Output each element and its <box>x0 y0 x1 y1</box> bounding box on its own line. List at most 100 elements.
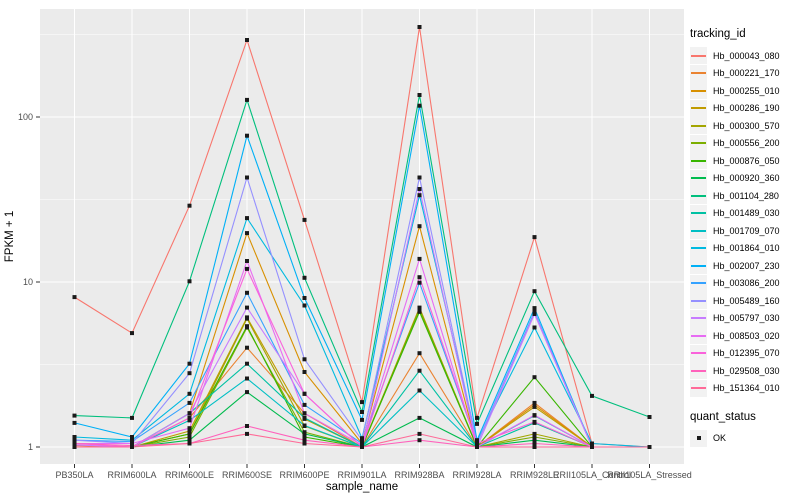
data-point <box>475 445 479 449</box>
x-tick-label: RRII105LA_Control <box>553 470 631 480</box>
legend-item-label: Hb_000286_190 <box>713 103 780 113</box>
data-point <box>187 279 192 284</box>
legend-key <box>690 99 707 117</box>
data-point <box>417 309 422 314</box>
legend-item-label: Hb_008503_020 <box>713 330 780 341</box>
series-color-line-icon <box>691 334 706 337</box>
data-point <box>360 410 364 414</box>
data-point <box>417 175 422 180</box>
series-color-line-icon <box>691 54 706 57</box>
data-point <box>475 415 479 420</box>
legend-key <box>690 204 707 222</box>
data-point <box>532 431 537 436</box>
x-axis: PB350LA RRIM600LA RRIM600LE RRIM600SE RRIM60… <box>55 464 692 480</box>
y-tick-label: 10 <box>23 277 33 287</box>
data-point <box>245 266 249 271</box>
data-point <box>302 370 307 374</box>
legend-key <box>690 187 707 204</box>
legend-item-label: Hb_003086_200 <box>713 278 780 288</box>
legend-item-label: Hb_002007_230 <box>713 260 780 271</box>
series-color-line-icon <box>691 107 706 109</box>
data-point <box>245 175 249 180</box>
legend-item-label: Hb_000920_360 <box>713 173 780 183</box>
data-point <box>245 431 249 436</box>
series-color-line-icon <box>691 89 706 92</box>
legend-item-label: Hb_000556_200 <box>713 138 780 148</box>
legend-item: Hb_000043_080 <box>690 47 798 64</box>
legend-item: Hb_005489_160 <box>690 292 798 309</box>
legend-item: Hb_003086_200 <box>690 274 798 292</box>
data-point <box>187 429 192 433</box>
series-color-line-icon <box>691 229 706 232</box>
data-point <box>187 400 192 405</box>
data-point <box>302 441 307 446</box>
legend-title: tracking_id <box>690 28 746 40</box>
data-point <box>245 345 249 350</box>
legend-item: Hb_002007_230 <box>690 257 798 274</box>
legend-item: Hb_000221_170 <box>690 64 798 82</box>
legend-key <box>690 222 707 239</box>
data-point <box>532 306 537 311</box>
point-icon <box>696 436 701 440</box>
data-point <box>532 441 537 446</box>
x-tick-label: RRIM928LE <box>510 470 559 480</box>
legend-item-label: Hb_000043_080 <box>713 50 780 61</box>
data-point <box>187 431 192 436</box>
legend-key <box>690 344 707 362</box>
series-color-line-icon <box>691 282 706 284</box>
x-tick-label: RRII105LA_Stressed <box>607 470 692 480</box>
series-color-line-icon <box>691 142 706 144</box>
data-point <box>72 435 77 439</box>
data-point <box>130 441 134 446</box>
series-color-line-icon <box>691 72 706 74</box>
x-tick-label: RRIM928BA <box>394 470 444 480</box>
data-point <box>532 419 537 424</box>
data-points <box>72 25 652 449</box>
data-point <box>245 259 249 263</box>
data-point <box>130 445 134 449</box>
series-color-line-icon <box>691 387 706 389</box>
data-point <box>245 305 249 310</box>
data-point <box>647 445 652 449</box>
data-point <box>245 376 249 381</box>
legend-item: Hb_008503_020 <box>690 327 798 344</box>
data-point <box>302 423 307 428</box>
legend-item-label: Hb_000300_570 <box>713 120 780 131</box>
series-color-line-icon <box>691 177 706 179</box>
legend-key <box>690 327 707 344</box>
series-color-line-icon <box>691 247 706 249</box>
legend: tracking_id Hb_000043_080 Hb_000221_170 Hb… <box>690 28 798 447</box>
y-tick-label: 1 <box>28 442 33 452</box>
data-point <box>187 203 192 208</box>
data-point <box>302 391 307 396</box>
data-point <box>590 393 594 398</box>
data-point <box>130 415 134 420</box>
data-point <box>417 93 422 97</box>
legend-item: Hb_005797_030 <box>690 309 798 327</box>
data-point <box>417 280 422 285</box>
data-point <box>302 415 307 420</box>
legend-item-ok: OK <box>690 429 798 447</box>
data-point <box>245 316 249 321</box>
data-point <box>187 441 192 446</box>
data-point <box>130 435 134 439</box>
data-point <box>302 402 307 407</box>
y-axis: 1 10 100 <box>18 112 40 452</box>
legend-item: Hb_001864_010 <box>690 239 798 257</box>
legend-item-label: Hb_001709_070 <box>713 225 780 236</box>
data-point <box>302 303 307 308</box>
legend-items: Hb_000043_080 Hb_000221_170 Hb_000255_010 H… <box>690 47 798 397</box>
data-point <box>187 438 192 443</box>
series-color-line-icon <box>691 369 706 372</box>
data-point <box>417 224 422 229</box>
legend-key <box>690 64 707 82</box>
data-point <box>187 435 192 439</box>
data-point <box>72 441 77 446</box>
data-point <box>245 390 249 395</box>
legend-key <box>690 292 707 309</box>
series-color-line-icon <box>691 352 706 354</box>
x-tick-label: RRIM600LE <box>165 470 214 480</box>
legend-item-label: Hb_001489_030 <box>713 208 780 218</box>
